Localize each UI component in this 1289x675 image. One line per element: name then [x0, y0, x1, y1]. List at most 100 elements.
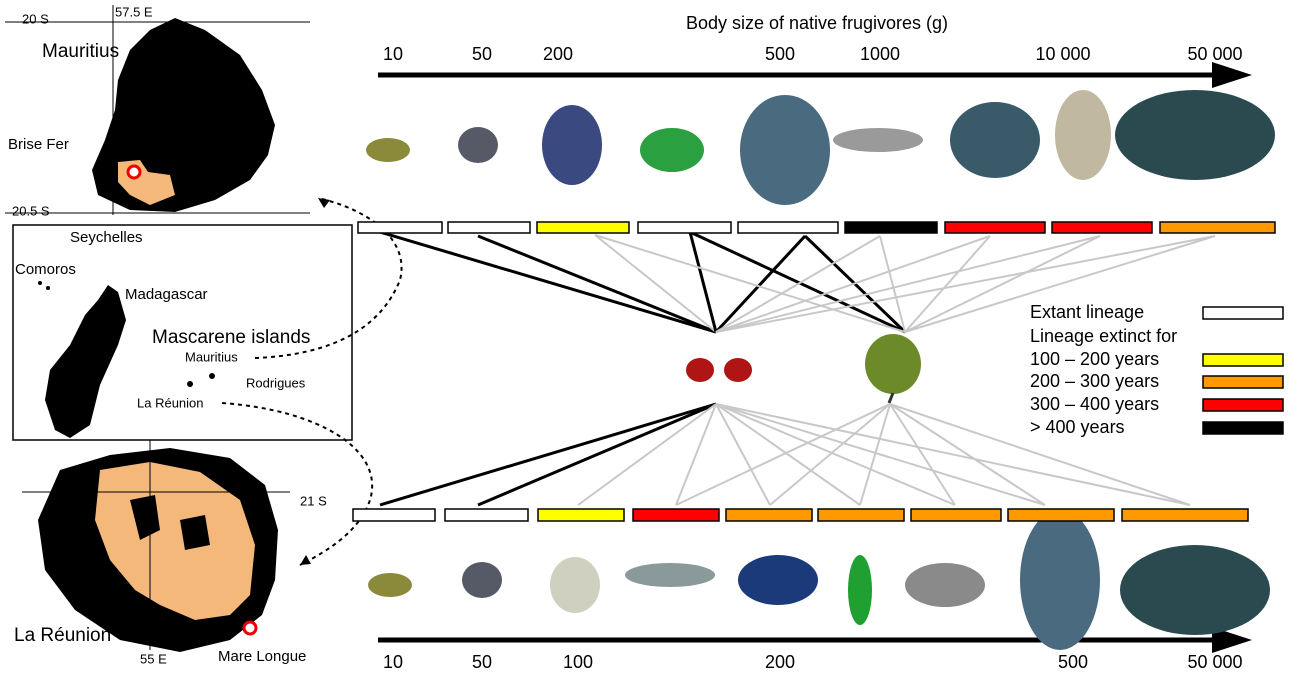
size-label: 10 000	[1035, 44, 1090, 64]
lineage-bar	[1007, 508, 1115, 522]
interaction-link	[715, 403, 1046, 506]
interaction-link	[688, 231, 718, 333]
animal-illustration	[550, 557, 600, 613]
lineage-bar	[632, 508, 720, 522]
interaction-link	[715, 403, 771, 506]
interaction-link	[879, 235, 906, 333]
interaction-link	[889, 403, 1046, 506]
size-label: 50	[472, 44, 492, 64]
lineage-bar	[447, 221, 531, 234]
size-label: 10	[383, 652, 403, 672]
site-label: Mare Longue	[218, 648, 306, 665]
animal-illustration	[1020, 510, 1100, 650]
size-label: 100	[563, 652, 593, 672]
region-map: Seychelles Comoros Madagascar Mascarene …	[12, 197, 403, 566]
lineage-bar	[1051, 221, 1153, 234]
region-label: Comoros	[15, 261, 76, 278]
lineage-bar	[536, 221, 630, 234]
lineage-bar	[737, 221, 839, 234]
interaction-link	[715, 235, 1216, 333]
interaction-link	[889, 403, 1191, 506]
interaction-link	[715, 403, 956, 506]
latitude-label: 20.5 S	[12, 203, 50, 218]
region-label: Rodrigues	[246, 375, 306, 390]
interaction-link	[675, 403, 891, 506]
size-label: 50 000	[1187, 652, 1242, 672]
interaction-link	[889, 403, 956, 506]
animal-illustration	[368, 573, 412, 597]
interaction-link	[904, 235, 991, 333]
legend-swatch	[1202, 353, 1284, 367]
lineage-bar	[844, 221, 938, 234]
interaction-link	[477, 234, 717, 334]
animal-illustration	[1115, 90, 1275, 180]
island-name: Mauritius	[42, 41, 119, 62]
region-label: La Réunion	[137, 395, 204, 410]
interaction-link	[689, 230, 906, 334]
animal-illustration	[833, 128, 923, 152]
animal-illustration	[1055, 90, 1111, 180]
lineage-bar	[357, 221, 443, 234]
interaction-link	[379, 230, 717, 334]
interaction-link	[715, 235, 1101, 333]
interaction-link	[594, 234, 906, 333]
lineage-bar	[1159, 221, 1276, 234]
interaction-link	[594, 234, 717, 333]
legend-label: 300 – 400 years	[1030, 394, 1159, 414]
site-label: Brise Fer	[8, 136, 69, 153]
interaction-link	[715, 403, 1191, 506]
size-label: 50 000	[1187, 44, 1242, 64]
region-label: Mascarene islands	[152, 327, 310, 348]
latitude-label: 20 S	[22, 11, 49, 26]
legend-swatch	[1202, 375, 1284, 389]
fruit	[686, 334, 921, 404]
lineage-bar	[725, 508, 813, 522]
lineage-bar	[637, 221, 732, 234]
lineage-bar	[1121, 508, 1249, 522]
interaction-link	[714, 234, 807, 334]
region-label: Madagascar	[125, 286, 208, 303]
interaction-link	[859, 403, 891, 506]
legend-label: Lineage extinct for	[1030, 326, 1177, 346]
animal-illustration	[905, 563, 985, 607]
legend-swatch	[1202, 306, 1284, 320]
lineage-bar	[944, 221, 1046, 234]
interaction-link	[477, 402, 717, 507]
animal-illustration	[458, 127, 498, 163]
region-label: Mauritius	[185, 349, 238, 364]
size-label: 500	[1058, 652, 1088, 672]
longitude-label: 57.5 E	[115, 4, 153, 19]
animal-illustration	[462, 562, 502, 598]
animal-illustration	[950, 102, 1040, 178]
interaction-link	[904, 235, 1101, 333]
size-label: 10	[383, 44, 403, 64]
longitude-label: 55 E	[140, 651, 167, 666]
interaction-link	[715, 235, 991, 333]
lineage-bar	[352, 508, 436, 522]
animal-illustration	[366, 138, 410, 162]
legend-swatch	[1202, 421, 1284, 435]
legend-swatch	[1202, 398, 1284, 412]
island-name: La Réunion	[14, 625, 111, 646]
animal-illustration	[625, 563, 715, 587]
size-label: 500	[765, 44, 795, 64]
interaction-link	[769, 403, 891, 506]
lineage-bar	[817, 508, 905, 522]
lineage-bar	[444, 508, 529, 522]
lineage-bar	[910, 508, 1002, 522]
legend-label: 200 – 300 years	[1030, 371, 1159, 391]
axis-arrow	[1212, 627, 1252, 653]
interaction-link	[715, 403, 861, 506]
animal-illustration	[1120, 545, 1270, 635]
reunion-map: 21 S La Réunion 55 E Mare Longue	[14, 440, 327, 666]
size-label: 200	[543, 44, 573, 64]
axis-arrow	[1212, 62, 1252, 88]
interaction-link	[577, 403, 717, 506]
size-label: 1000	[860, 44, 900, 64]
interaction-link	[379, 402, 717, 507]
interaction-link	[715, 235, 881, 333]
mauritius-map: 20 S 57.5 E Mauritius Brise Fer 20.5 S	[5, 4, 310, 218]
latitude-label: 21 S	[300, 493, 327, 508]
animal-illustration	[640, 128, 704, 172]
